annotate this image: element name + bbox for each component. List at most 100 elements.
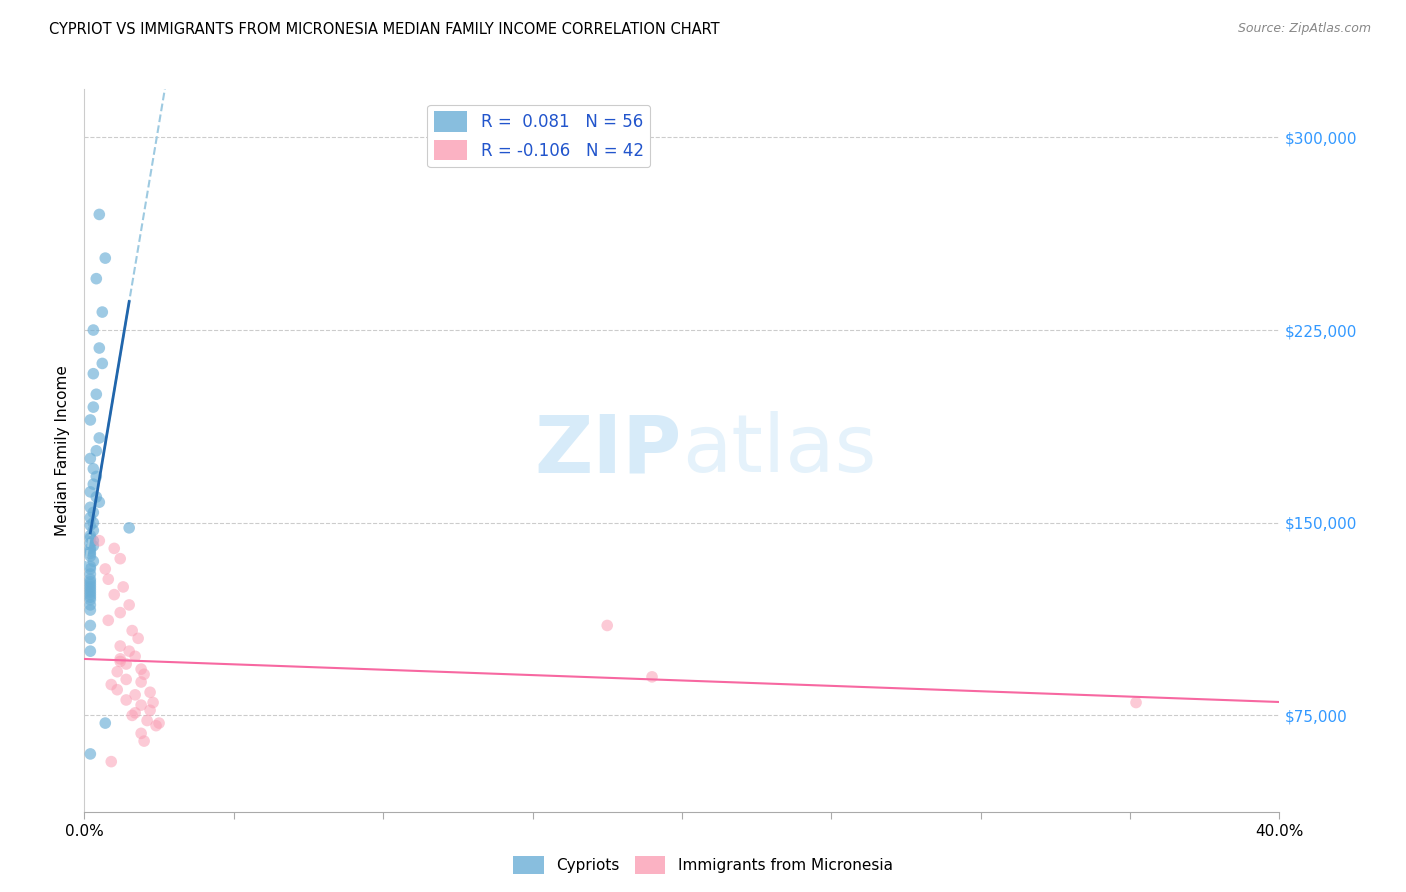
Point xyxy=(86,469,108,483)
Point xyxy=(79,547,101,561)
Point xyxy=(110,639,132,653)
Point xyxy=(86,271,108,285)
Point xyxy=(641,670,664,684)
Point xyxy=(79,544,101,558)
Legend: Cypriots, Immigrants from Micronesia: Cypriots, Immigrants from Micronesia xyxy=(508,850,898,880)
Point xyxy=(118,598,141,612)
Point xyxy=(142,696,165,710)
Point xyxy=(121,708,143,723)
Point xyxy=(82,367,104,381)
Point xyxy=(79,562,101,576)
Point xyxy=(79,603,101,617)
Point xyxy=(79,536,101,550)
Point xyxy=(82,554,104,568)
Point xyxy=(82,323,104,337)
Point xyxy=(79,572,101,586)
Point xyxy=(103,588,125,602)
Point xyxy=(79,574,101,589)
Point xyxy=(103,541,125,556)
Point xyxy=(124,688,146,702)
Point xyxy=(1125,696,1147,710)
Point xyxy=(79,531,101,545)
Point xyxy=(79,747,101,761)
Point xyxy=(79,592,101,607)
Point xyxy=(82,516,104,530)
Point xyxy=(139,703,162,717)
Text: Source: ZipAtlas.com: Source: ZipAtlas.com xyxy=(1237,22,1371,36)
Point xyxy=(79,484,101,499)
Point xyxy=(82,524,104,538)
Point xyxy=(145,719,167,733)
Point xyxy=(136,714,159,728)
Point xyxy=(118,644,141,658)
Point xyxy=(79,510,101,524)
Point xyxy=(82,400,104,414)
Point xyxy=(110,652,132,666)
Point xyxy=(97,572,120,586)
Point xyxy=(129,662,152,676)
Point xyxy=(91,356,114,370)
Point xyxy=(82,533,104,548)
Point xyxy=(79,549,101,563)
Point xyxy=(124,649,146,664)
Point xyxy=(148,716,170,731)
Point xyxy=(596,618,619,632)
Point xyxy=(129,675,152,690)
Point xyxy=(100,677,122,691)
Point xyxy=(110,606,132,620)
Point xyxy=(79,591,101,605)
Point xyxy=(115,673,138,687)
Point xyxy=(97,613,120,627)
Point xyxy=(79,528,101,542)
Point xyxy=(94,562,117,576)
Text: atlas: atlas xyxy=(682,411,876,490)
Point xyxy=(100,755,122,769)
Point xyxy=(82,477,104,491)
Point xyxy=(86,490,108,504)
Point xyxy=(127,632,149,646)
Point xyxy=(118,521,141,535)
Point xyxy=(79,582,101,597)
Point xyxy=(86,387,108,401)
Point xyxy=(89,207,111,221)
Point xyxy=(132,734,156,748)
Point xyxy=(129,726,152,740)
Point xyxy=(89,495,111,509)
Point xyxy=(79,559,101,574)
Point xyxy=(79,577,101,591)
Y-axis label: Median Family Income: Median Family Income xyxy=(55,365,70,536)
Point xyxy=(79,518,101,533)
Point xyxy=(89,533,111,548)
Point xyxy=(79,413,101,427)
Point xyxy=(110,655,132,669)
Point xyxy=(82,462,104,476)
Point xyxy=(112,580,135,594)
Point xyxy=(79,451,101,466)
Point xyxy=(124,706,146,720)
Point xyxy=(79,618,101,632)
Point xyxy=(105,665,128,679)
Point xyxy=(91,305,114,319)
Point xyxy=(94,716,117,731)
Point xyxy=(82,539,104,553)
Text: ZIP: ZIP xyxy=(534,411,682,490)
Point xyxy=(89,341,111,355)
Point xyxy=(79,580,101,594)
Point xyxy=(115,657,138,671)
Point xyxy=(132,667,156,681)
Point xyxy=(79,632,101,646)
Point xyxy=(86,443,108,458)
Point xyxy=(79,585,101,599)
Point xyxy=(115,693,138,707)
Point xyxy=(79,644,101,658)
Text: CYPRIOT VS IMMIGRANTS FROM MICRONESIA MEDIAN FAMILY INCOME CORRELATION CHART: CYPRIOT VS IMMIGRANTS FROM MICRONESIA ME… xyxy=(49,22,720,37)
Legend: R =  0.081   N = 56, R = -0.106   N = 42: R = 0.081 N = 56, R = -0.106 N = 42 xyxy=(427,104,651,167)
Point xyxy=(79,598,101,612)
Point xyxy=(121,624,143,638)
Point xyxy=(94,251,117,265)
Point xyxy=(105,682,128,697)
Point xyxy=(79,500,101,515)
Point xyxy=(79,567,101,582)
Point xyxy=(139,685,162,699)
Point xyxy=(129,698,152,712)
